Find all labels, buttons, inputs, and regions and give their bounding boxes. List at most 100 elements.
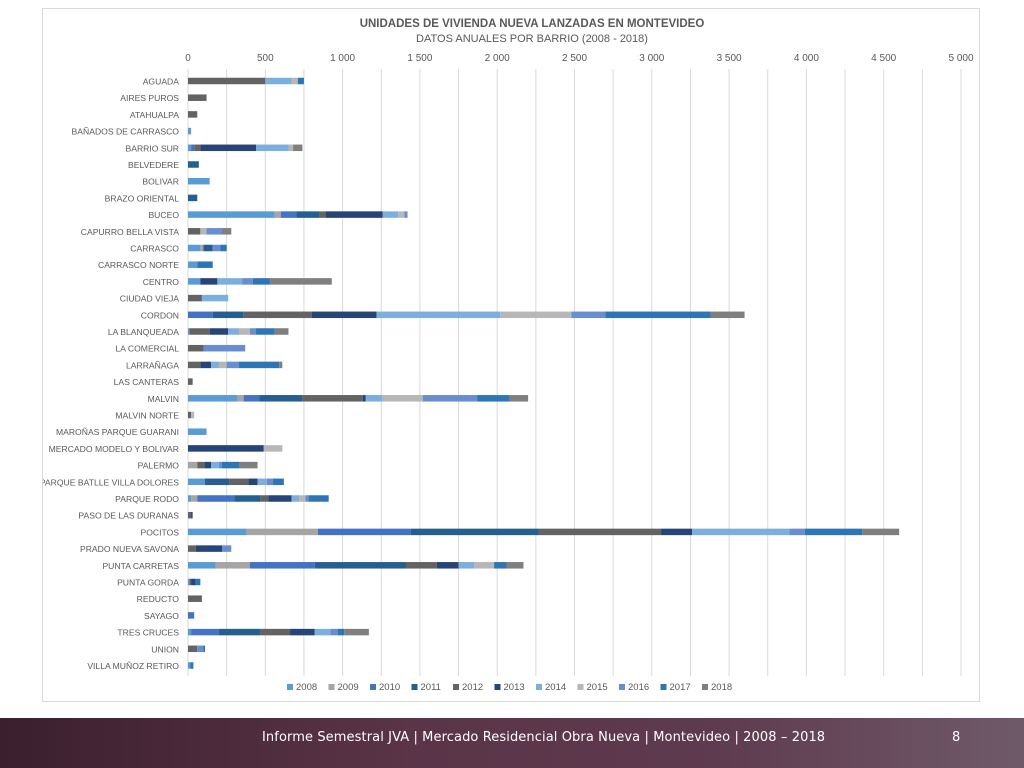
bar-segment xyxy=(200,228,207,235)
x-tick-label: 4 500 xyxy=(871,53,896,64)
bar-segment xyxy=(212,244,221,252)
bar-segment xyxy=(376,311,501,319)
category-label: CARRASCO xyxy=(130,244,179,254)
bar-segment xyxy=(382,395,423,402)
bar-segment xyxy=(188,612,195,619)
bar-segment xyxy=(269,278,332,285)
bar-segment xyxy=(804,528,863,536)
category-label: CARRASCO NORTE xyxy=(98,260,179,270)
page-number: 8 xyxy=(952,730,961,745)
category-label: BRAZO ORIENTAL xyxy=(105,193,180,203)
legend-swatch xyxy=(536,684,542,690)
bar-segment xyxy=(314,628,331,636)
category-label: POCITOS xyxy=(140,527,179,537)
legend-label: 2011 xyxy=(421,682,441,693)
bar-segment xyxy=(188,344,204,352)
bar-segment xyxy=(500,311,572,319)
category-label: PASO DE LAS DURANAS xyxy=(78,511,179,521)
bar-segment xyxy=(474,562,495,569)
bar-segment xyxy=(410,528,539,536)
bar-segment xyxy=(188,311,213,319)
bar-segment xyxy=(200,244,204,252)
bar-segment xyxy=(191,411,195,419)
bar-segment xyxy=(344,628,369,636)
legend-label: 2018 xyxy=(711,682,732,693)
category-label: PRADO NUEVA SAVONA xyxy=(80,544,179,554)
bar-segment xyxy=(222,461,240,469)
bar-segment xyxy=(862,528,900,536)
category-label: MALVIN xyxy=(148,394,179,404)
bar-segment xyxy=(273,478,284,486)
bar-segment xyxy=(789,528,805,536)
bar-segment xyxy=(197,495,235,502)
category-label: PALERMO xyxy=(138,461,180,471)
bar-segment xyxy=(330,628,338,636)
category-label: BUCEO xyxy=(148,210,179,220)
bar-segment xyxy=(325,211,383,218)
bar-segment xyxy=(382,211,399,218)
bar-segment xyxy=(191,495,198,502)
legend-swatch xyxy=(619,684,625,690)
bar-segment xyxy=(197,461,206,469)
bar-segment xyxy=(194,144,201,152)
bar-segment xyxy=(302,395,363,402)
legend-swatch xyxy=(494,684,501,690)
bar-segment xyxy=(191,144,195,152)
bar-segment xyxy=(203,344,246,352)
bar-segment xyxy=(211,361,219,369)
bar-segment xyxy=(268,495,292,502)
bar-segment xyxy=(188,378,193,385)
x-tick-label: 3 000 xyxy=(639,53,664,64)
bar-segment xyxy=(220,244,227,252)
bar-segment xyxy=(188,228,201,235)
bar-segment xyxy=(260,628,291,636)
bar-segment xyxy=(206,228,223,235)
bar-segment xyxy=(188,662,191,669)
category-label: VILLA MUÑOZ RETIRO xyxy=(87,661,179,671)
bar-segment xyxy=(188,161,199,168)
bar-segment xyxy=(243,311,312,319)
bar-segment xyxy=(538,528,662,536)
bar-segment xyxy=(195,578,201,586)
bar-segment xyxy=(291,77,298,85)
bar-segment xyxy=(305,495,309,502)
bar-segment xyxy=(458,562,475,569)
legend-swatch xyxy=(328,684,335,690)
bar-segment xyxy=(362,395,366,402)
category-label: LA COMERCIAL xyxy=(115,344,179,354)
bar-segment xyxy=(189,578,192,586)
bar-segment xyxy=(249,562,315,569)
legend-label: 2016 xyxy=(628,682,649,693)
bar-segment xyxy=(188,428,207,435)
bar-segment xyxy=(188,578,190,586)
bar-segment xyxy=(188,127,192,135)
bar-segment xyxy=(297,77,304,85)
category-label: BELVEDERE xyxy=(128,160,179,170)
bar-segment xyxy=(226,361,240,369)
bar-segment xyxy=(337,628,345,636)
category-label: CAPURRO BELLA VISTA xyxy=(81,227,179,237)
bar-segment xyxy=(205,461,212,469)
chart-area: UNIDADES DE VIVIENDA NUEVA LANZADAS EN M… xyxy=(42,8,980,702)
bar-segment xyxy=(197,261,213,268)
bar-segment xyxy=(279,361,283,369)
legend-label: 2012 xyxy=(462,682,483,693)
category-label: AIRES PUROS xyxy=(120,93,179,103)
category-label: BOLIVAR xyxy=(142,177,179,187)
stacked-bar-chart: UNIDADES DE VIVIENDA NUEVA LANZADAS EN M… xyxy=(43,18,974,693)
bar-segment xyxy=(293,144,303,152)
bar-segment xyxy=(239,461,258,469)
bar-segment xyxy=(242,278,253,285)
bar-segment xyxy=(257,478,267,486)
bar-segment xyxy=(188,645,198,653)
bar-segment xyxy=(188,411,192,419)
bar-segment xyxy=(188,361,201,369)
bar-segment xyxy=(252,278,270,285)
x-tick-label: 500 xyxy=(257,53,274,64)
bar-segment xyxy=(188,278,201,285)
x-tick-label: 0 xyxy=(185,53,191,64)
category-label: LA BLANQUEADA xyxy=(108,327,179,337)
x-tick-label: 2 000 xyxy=(485,53,510,64)
bar-segment xyxy=(265,77,292,85)
bar-segment xyxy=(205,478,230,486)
